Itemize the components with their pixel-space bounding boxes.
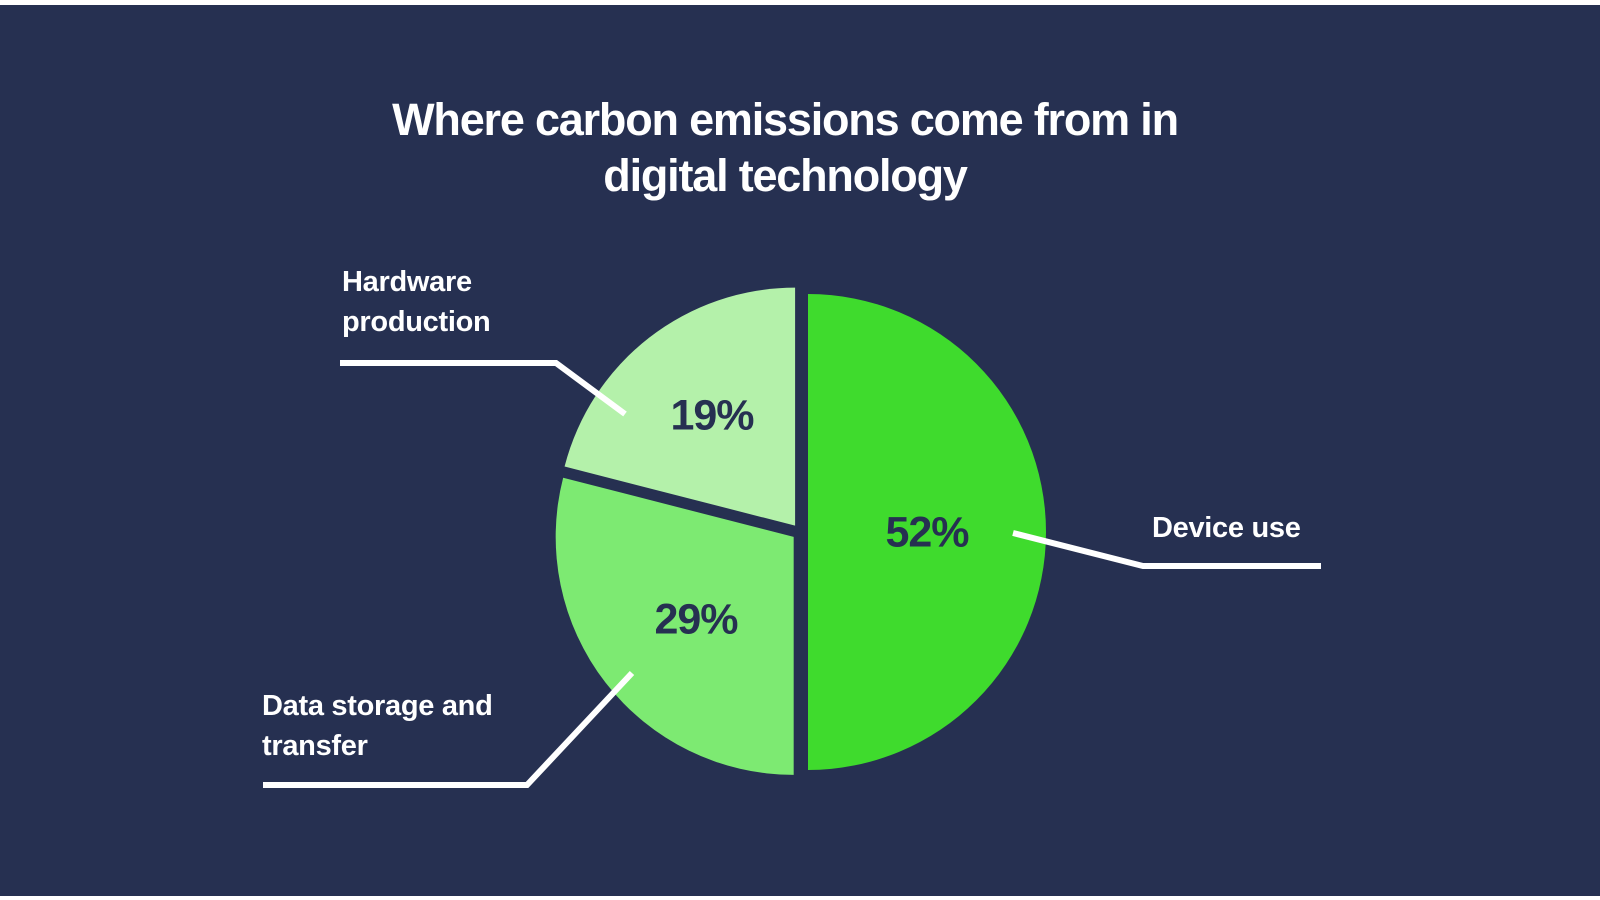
leader-line-data-storage-and-transfer: [263, 670, 635, 788]
chart-title-line1: Where carbon emissions come from in: [392, 94, 1179, 145]
leader-line-hardware-production: [340, 360, 627, 417]
label-hardware-production: Hardware production: [342, 266, 491, 338]
chart-title-line2: digital technology: [603, 150, 968, 201]
label-device-use: Device use: [1152, 512, 1301, 544]
label-data-storage-and-transfer: Data storage and transfer: [262, 690, 493, 762]
percent-label-hardware-production: 19%: [670, 391, 754, 440]
pie-slice-device-use: [808, 294, 1046, 770]
chart-title: Where carbon emissions come from in digi…: [285, 92, 1285, 204]
pie-slice-data-storage-and-transfer: [555, 477, 794, 775]
percent-label-data-storage: 29%: [654, 595, 738, 644]
pie-slice-hardware-production: [564, 287, 796, 526]
leader-line-device-use: [1012, 530, 1321, 569]
percent-label-device-use: 52%: [885, 508, 969, 557]
chart-background: [0, 5, 1600, 896]
